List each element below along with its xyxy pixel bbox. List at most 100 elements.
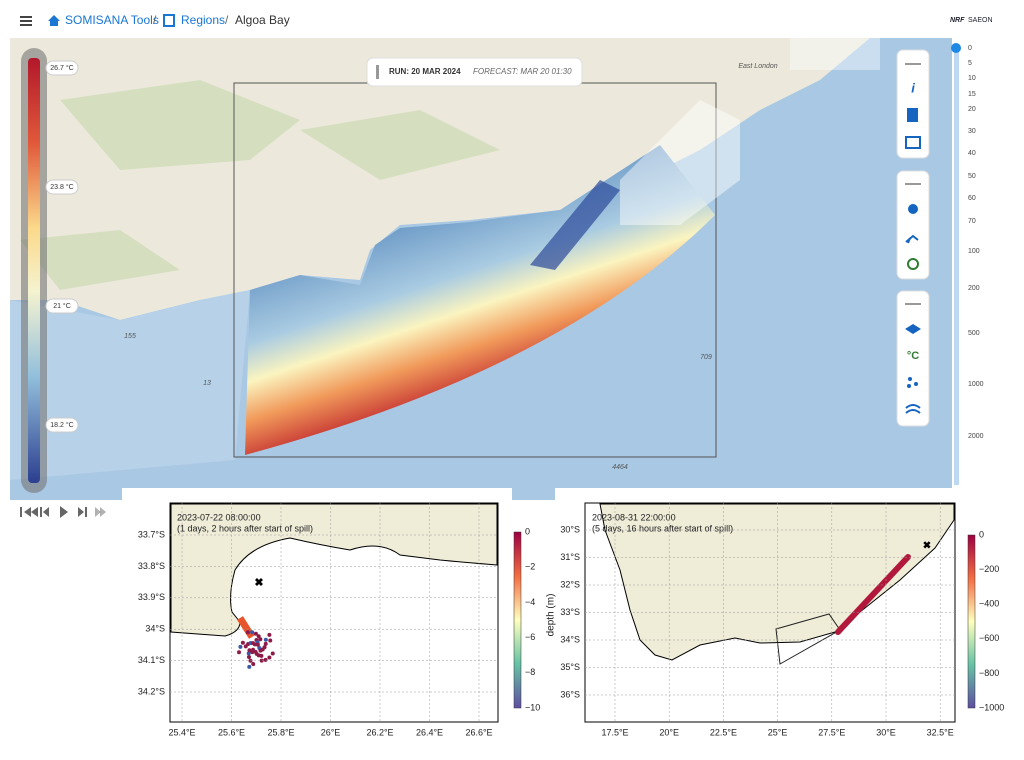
y-tick-label: 30°S <box>560 524 580 534</box>
spill-particle <box>247 664 252 669</box>
x-tick-label: 17.5°E <box>601 727 628 737</box>
y-tick-label: 33°S <box>560 607 580 617</box>
colorbar-tick-label: −6 <box>525 632 535 642</box>
source-marker: ✖ <box>923 541 931 552</box>
spill-particle <box>256 634 261 639</box>
depth-slider[interactable] <box>954 48 959 485</box>
map-icon <box>163 14 175 27</box>
depth-label: 100 <box>968 248 980 255</box>
forecast-time: FORECAST: MAR 20 01:30 <box>473 67 572 76</box>
spill-particle <box>246 654 251 659</box>
toolbar: i °C <box>896 49 930 427</box>
colorbar-tick-label: −2 <box>525 562 535 572</box>
spill-particle <box>240 640 245 645</box>
y-tick-label: 33.8°S <box>138 561 165 571</box>
y-tick-label: 32°S <box>560 579 580 589</box>
spill-particle <box>259 658 264 663</box>
source-marker: ✖ <box>254 577 263 589</box>
spill-particle <box>258 648 263 653</box>
x-tick-label: 32.5°E <box>927 727 954 737</box>
colorbar-label: depth (m) <box>546 594 557 637</box>
colorbar-tick-label: −800 <box>979 668 999 678</box>
spill-particle <box>237 650 242 655</box>
plot-title: 2023-07-22 08:00:00 <box>177 512 261 522</box>
depth-label: 70 <box>968 218 976 225</box>
cold-core <box>530 180 620 270</box>
temperature-field <box>245 145 715 455</box>
overlay-patch <box>790 38 880 70</box>
legend-colorbar <box>28 58 40 483</box>
logo: SAEON <box>968 17 993 24</box>
particles-button[interactable] <box>907 377 918 388</box>
map-label: 13 <box>203 380 211 387</box>
colorbar-tick-label: −4 <box>525 597 535 607</box>
colorbar-tick-label: 0 <box>979 529 984 539</box>
run-date: RUN: 20 MAR 2024 <box>389 67 461 76</box>
refresh-button[interactable] <box>907 258 919 270</box>
depth-label: 30 <box>968 128 976 135</box>
docs-button[interactable] <box>907 108 918 122</box>
spill-particle <box>267 655 272 660</box>
breadcrumb[interactable]: SOMISANA Tools <box>65 13 159 27</box>
x-tick-label: 26.2°E <box>366 727 393 737</box>
spill-particle <box>258 637 263 642</box>
depth-label: 0 <box>968 45 972 52</box>
drag-handle[interactable] <box>376 65 379 79</box>
info-button[interactable]: i <box>911 80 915 95</box>
y-tick-label: 33.9°S <box>138 592 165 602</box>
profile-button[interactable] <box>905 234 919 244</box>
logo: NRF <box>950 17 965 24</box>
spill-particle <box>253 649 258 654</box>
currents-button[interactable] <box>905 404 921 414</box>
layers-button[interactable] <box>905 324 921 334</box>
menu-icon[interactable] <box>20 16 32 26</box>
y-tick-label: 34.1°S <box>138 655 165 665</box>
map-label: East London <box>738 63 777 70</box>
map-label: 155 <box>124 333 136 340</box>
depth-label: 2000 <box>968 433 984 440</box>
spill-particle <box>245 630 250 635</box>
x-tick-label: 25.8°E <box>267 727 294 737</box>
units-button[interactable]: °C <box>907 350 919 362</box>
colorbar-tick-label: −400 <box>979 599 999 609</box>
x-tick-label: 30°E <box>876 727 896 737</box>
depth-label: 50 <box>968 173 976 180</box>
depth-label: 5 <box>968 60 972 67</box>
colorbar-tick-label: −10 <box>525 702 540 712</box>
vegetation <box>20 80 500 290</box>
spill-particle <box>247 648 252 653</box>
legend-label-bg <box>45 60 79 76</box>
playback-controls[interactable] <box>20 506 106 518</box>
depth-label: 200 <box>968 285 980 292</box>
y-tick-label: 31°S <box>560 552 580 562</box>
x-tick-label: 26.4°E <box>416 727 443 737</box>
x-tick-label: 26°E <box>321 727 341 737</box>
breadcrumb[interactable]: Regions <box>181 13 225 27</box>
spill-particle <box>255 642 260 647</box>
run-panel <box>366 57 583 87</box>
spill-particle <box>246 651 251 656</box>
spill-particle <box>251 662 256 667</box>
plot-subtitle: (5 days, 16 hours after start of spill) <box>592 523 733 533</box>
table-button[interactable] <box>905 136 921 149</box>
spill-particle <box>263 641 268 646</box>
legend-label-bg <box>45 179 79 195</box>
y-tick-label: 34°S <box>560 634 580 644</box>
spill-particle <box>238 644 243 649</box>
x-tick-label: 25.4°E <box>168 727 195 737</box>
y-tick-label: 34.2°S <box>138 686 165 696</box>
legend-label: 18.2 °C <box>50 421 73 429</box>
separator: / <box>225 13 229 27</box>
legend-label: 26.7 °C <box>50 64 73 72</box>
spill-particles <box>835 554 911 635</box>
depth-thumb[interactable] <box>951 43 961 53</box>
spill-particle <box>263 657 268 662</box>
x-tick-label: 26.6°E <box>465 727 492 737</box>
y-tick-label: 36°S <box>560 689 580 699</box>
plot-title: 2023-08-31 22:00:00 <box>592 512 676 522</box>
settings-button[interactable] <box>908 204 918 214</box>
legend-label: 21 °C <box>53 302 71 310</box>
x-tick-label: 20°E <box>659 727 679 737</box>
